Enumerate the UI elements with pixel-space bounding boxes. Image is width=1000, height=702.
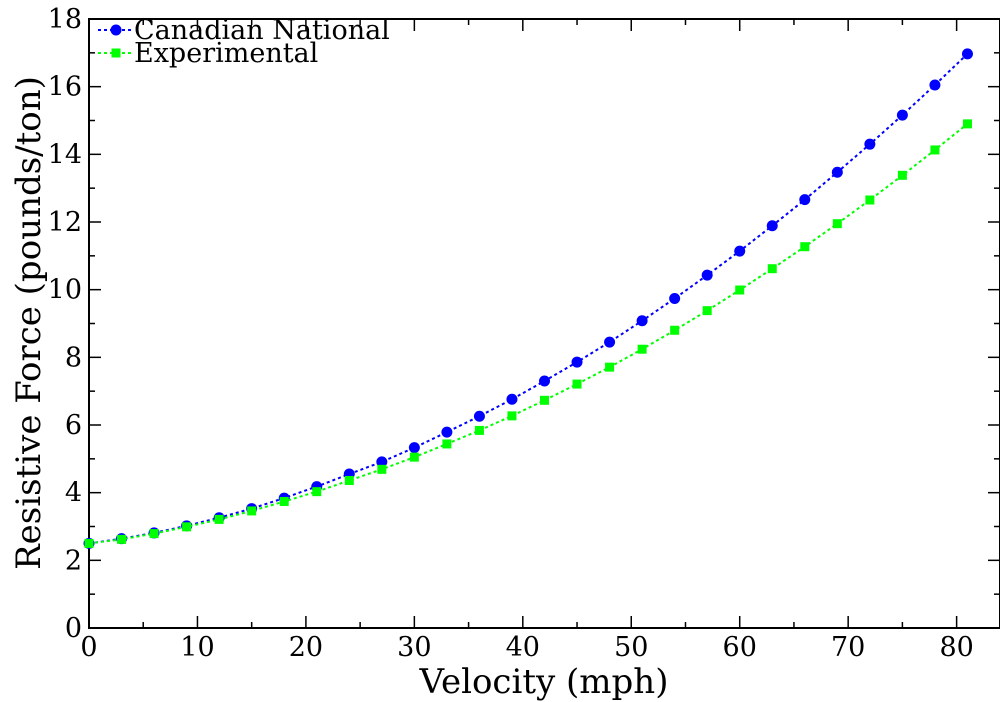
data-point (344, 475, 354, 485)
x-tick-label: 60 (723, 632, 757, 663)
data-point (864, 138, 876, 150)
data-point (831, 166, 843, 178)
data-point (539, 375, 550, 387)
data-point (409, 452, 419, 462)
data-point (734, 245, 746, 257)
data-point (637, 344, 647, 354)
y-tick-label: 18 (48, 4, 82, 35)
data-point (896, 109, 908, 121)
axis-ticks (88, 18, 1000, 629)
plot-series (83, 48, 973, 549)
data-point (670, 325, 680, 335)
data-point (767, 264, 777, 274)
data-point (701, 269, 713, 281)
data-point (897, 170, 907, 180)
data-point (766, 220, 778, 232)
data-point (961, 48, 973, 60)
data-point (962, 119, 972, 129)
y-tick-label: 6 (65, 410, 82, 441)
data-point (84, 538, 94, 548)
x-tick-label: 40 (506, 632, 540, 663)
x-tick-label: 30 (397, 632, 431, 663)
series-line (88, 123, 969, 545)
data-point (571, 356, 583, 368)
x-tick-label: 70 (831, 632, 865, 663)
data-point (930, 145, 940, 155)
data-point (506, 393, 518, 405)
data-point (214, 514, 224, 524)
data-point (605, 362, 615, 372)
plot-frame (88, 18, 1000, 629)
legend-label: Experimental (134, 38, 318, 69)
series-2 (84, 119, 972, 548)
y-tick-label: 4 (65, 478, 82, 509)
data-point (117, 534, 127, 544)
data-point (507, 411, 517, 421)
legend-marker (110, 24, 122, 36)
data-point (376, 456, 388, 468)
data-point (312, 487, 322, 497)
data-point (182, 522, 192, 532)
data-point (149, 529, 159, 539)
x-tick-label: 10 (180, 632, 214, 663)
x-axis-label: Velocity (mph) (419, 662, 669, 702)
data-point (279, 496, 289, 506)
tick-labels: 0 10 20 30 40 50 60 70 80 0 2 4 6 8 10 12 14 16 18 (48, 4, 974, 663)
series-1 (83, 48, 973, 549)
series-line (88, 53, 969, 545)
data-point (865, 195, 875, 205)
x-tick-label: 80 (939, 632, 973, 663)
legend-marker (111, 48, 121, 58)
data-point (832, 219, 842, 229)
data-point (669, 292, 681, 304)
legend-item: Experimental (98, 38, 318, 69)
data-point (540, 395, 549, 405)
y-tick-label: 0 (65, 613, 82, 644)
data-point (604, 336, 616, 348)
y-axis-label: Resistive Force (pounds/ton) (9, 76, 49, 570)
legend-item: Canadian National (98, 15, 390, 46)
data-point (702, 306, 712, 316)
data-point (929, 79, 941, 91)
data-point (441, 426, 453, 438)
data-point (636, 315, 648, 327)
data-point (247, 506, 257, 516)
data-point (799, 194, 811, 206)
x-tick-label: 50 (614, 632, 648, 663)
x-tick-label: 0 (80, 632, 97, 663)
data-point (473, 410, 485, 422)
y-tick-label: 16 (48, 72, 82, 103)
y-tick-label: 8 (65, 342, 82, 373)
data-point (408, 442, 420, 454)
data-point (800, 242, 810, 252)
data-point (735, 285, 745, 295)
x-tick-label: 20 (289, 632, 323, 663)
y-tick-label: 12 (48, 207, 82, 238)
data-point (474, 425, 484, 435)
data-point (572, 379, 582, 389)
legend-label: Canadian National (134, 15, 390, 46)
data-point (442, 439, 452, 449)
y-tick-label: 2 (65, 545, 82, 576)
y-tick-label: 14 (48, 139, 82, 170)
data-point (377, 464, 387, 474)
y-tick-label: 10 (48, 275, 82, 306)
